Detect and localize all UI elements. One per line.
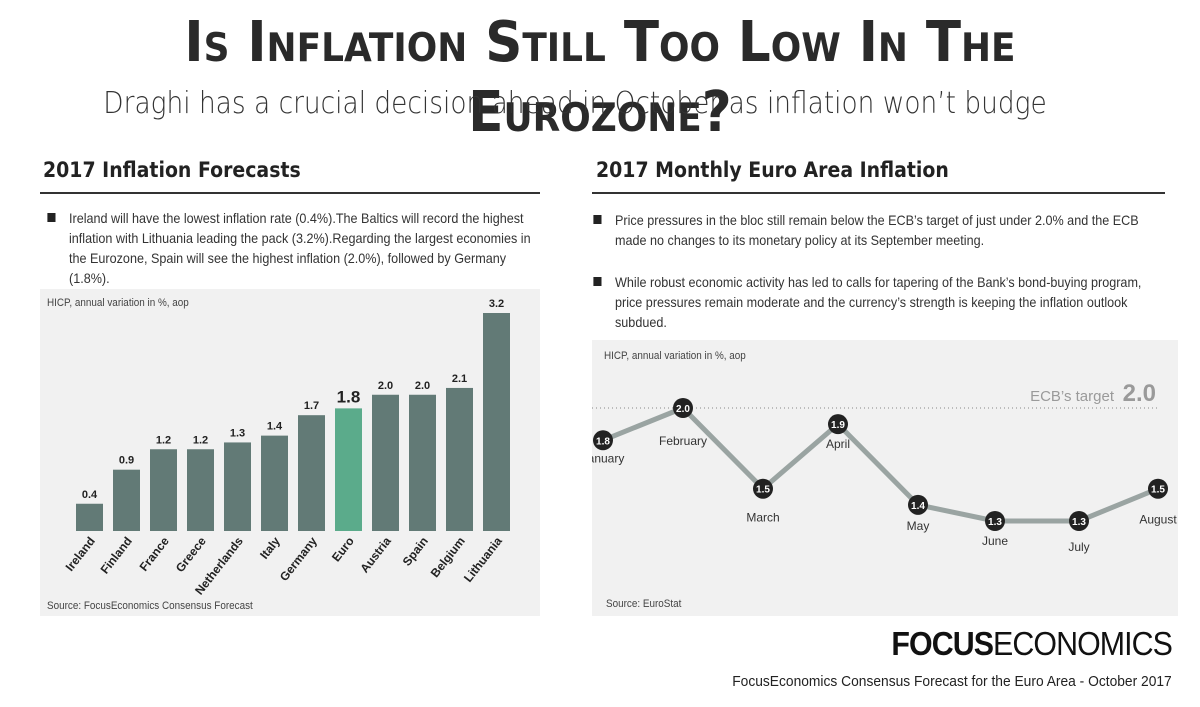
- bar-category-label: Italy: [257, 534, 283, 562]
- bar-value-label: 1.2: [156, 434, 171, 446]
- data-point: [753, 478, 773, 499]
- bar-category-label: Spain: [400, 534, 431, 568]
- left-bullet-line: the Eurozone, Spain will see the highest…: [69, 250, 507, 286]
- bullet-square-icon: [593, 277, 602, 286]
- right-bullet-line: price pressures remain moderate and the …: [615, 294, 1128, 330]
- bar: [446, 387, 473, 531]
- bar-category-label: Euro: [329, 534, 357, 564]
- data-point-value: 1.3: [988, 517, 1002, 528]
- bar: [150, 449, 177, 531]
- bar: [224, 442, 251, 531]
- bar: [113, 469, 140, 531]
- bar-category-label: Finland: [98, 534, 135, 576]
- bar-value-label: 2.0: [415, 380, 430, 392]
- data-point: [593, 430, 613, 451]
- right-section-rule: [592, 192, 1165, 194]
- line-chart-source: Source: EuroStat: [606, 598, 682, 610]
- data-point-value: 1.3: [1072, 517, 1086, 528]
- bar: [409, 394, 436, 531]
- data-point: [908, 494, 928, 515]
- data-point: [828, 414, 848, 435]
- data-point: [985, 511, 1005, 531]
- target-label: ECB’s target: [1030, 388, 1115, 405]
- right-section-title: 2017 Monthly Euro Area Inflation: [596, 158, 949, 182]
- page-subtitle: Draghi has a crucial decision ahead in O…: [103, 86, 1047, 121]
- data-point-value: 1.8: [596, 436, 610, 447]
- left-bullet: Ireland will have the lowest inflation r…: [47, 208, 537, 288]
- bar-value-label: 0.9: [119, 455, 134, 467]
- bar-category-label: Germany: [277, 534, 320, 584]
- month-label: April: [826, 437, 850, 451]
- bar-value-label: 2.0: [378, 380, 393, 392]
- month-label: February: [659, 434, 707, 448]
- bar: [187, 449, 214, 531]
- bar-value-label: 2.1: [452, 373, 467, 385]
- brand-logo-light: ECONOMICS: [993, 625, 1173, 662]
- month-label: June: [982, 534, 1008, 548]
- bar-value-label: 1.8: [337, 387, 361, 406]
- bar-category-label: Lithuania: [461, 534, 505, 585]
- bar: [76, 503, 103, 531]
- target-value: 2.0: [1123, 380, 1156, 407]
- bullet-square-icon: [593, 215, 602, 224]
- bar: [261, 435, 288, 531]
- bar: [298, 415, 325, 531]
- bar-value-label: 3.2: [489, 298, 504, 310]
- data-point-value: 2.0: [676, 404, 690, 415]
- bar-value-label: 1.2: [193, 434, 208, 446]
- bar-category-label: France: [137, 534, 172, 574]
- month-label: July: [1068, 540, 1089, 554]
- month-label: May: [907, 519, 930, 533]
- line-chart-unit-note: HICP, annual variation in %, aop: [604, 350, 746, 362]
- data-point: [1069, 511, 1089, 531]
- left-bullet-line: inflation with Lithuania leading the pac…: [69, 230, 531, 246]
- bar-chart-unit-note: HICP, annual variation in %, aop: [47, 297, 189, 309]
- brand-logo-bold: FOCUS: [891, 625, 994, 662]
- month-label: August: [1139, 513, 1177, 527]
- page-title: Is Inflation Still Too Low In The Eurozo…: [184, 10, 1016, 145]
- right-bullet-line: made no changes to its monetary policy a…: [615, 232, 985, 248]
- bar: [372, 394, 399, 531]
- data-point-value: 1.9: [831, 420, 845, 431]
- data-point-value: 1.5: [1151, 485, 1165, 496]
- bar: [335, 408, 362, 531]
- data-point-value: 1.5: [756, 485, 770, 496]
- left-bullet-line: Ireland will have the lowest inflation r…: [69, 210, 524, 226]
- left-section-title: 2017 Inflation Forecasts: [43, 158, 301, 182]
- bar-category-label: Belgium: [428, 534, 468, 580]
- bar: [483, 313, 510, 531]
- right-bullet-line: Price pressures in the bloc still remain…: [615, 212, 1139, 228]
- right-bullet-line: While robust economic activity has led t…: [615, 274, 1142, 290]
- bar-category-label: Ireland: [63, 534, 98, 574]
- footer-note: FocusEconomics Consensus Forecast for th…: [732, 673, 1172, 690]
- right-bullet-2: While robust economic activity has led t…: [593, 272, 1173, 332]
- bullet-square-icon: [47, 213, 56, 222]
- data-point-value: 1.4: [911, 501, 925, 512]
- bar-value-label: 1.3: [230, 427, 245, 439]
- line-chart-panel: [592, 340, 1178, 616]
- line-chart: ECB’s target 2.0 1.8 January 2.0 February 1.5 M…: [592, 380, 1177, 554]
- bar-category-label: Greece: [173, 534, 209, 575]
- month-label: March: [746, 511, 779, 525]
- right-bullet-1: Price pressures in the bloc still remain…: [593, 210, 1155, 250]
- brand-logo: FOCUSECONOMICS: [891, 625, 1173, 663]
- data-point: [1148, 478, 1168, 499]
- left-section-rule: [40, 192, 540, 194]
- bar-value-label: 1.7: [304, 400, 319, 412]
- series-line: [602, 405, 1159, 524]
- bar-chart: 0.4 Ireland 0.9 Finland 1.2 France 1.2 Greece 1.…: [63, 298, 510, 598]
- data-point: [673, 398, 693, 418]
- month-label: January: [592, 451, 624, 465]
- bar-category-label: Austria: [357, 534, 394, 575]
- bar-chart-source: Source: FocusEconomics Consensus Forecas…: [47, 600, 253, 612]
- bar-value-label: 1.4: [267, 421, 283, 433]
- bar-value-label: 0.4: [82, 489, 98, 501]
